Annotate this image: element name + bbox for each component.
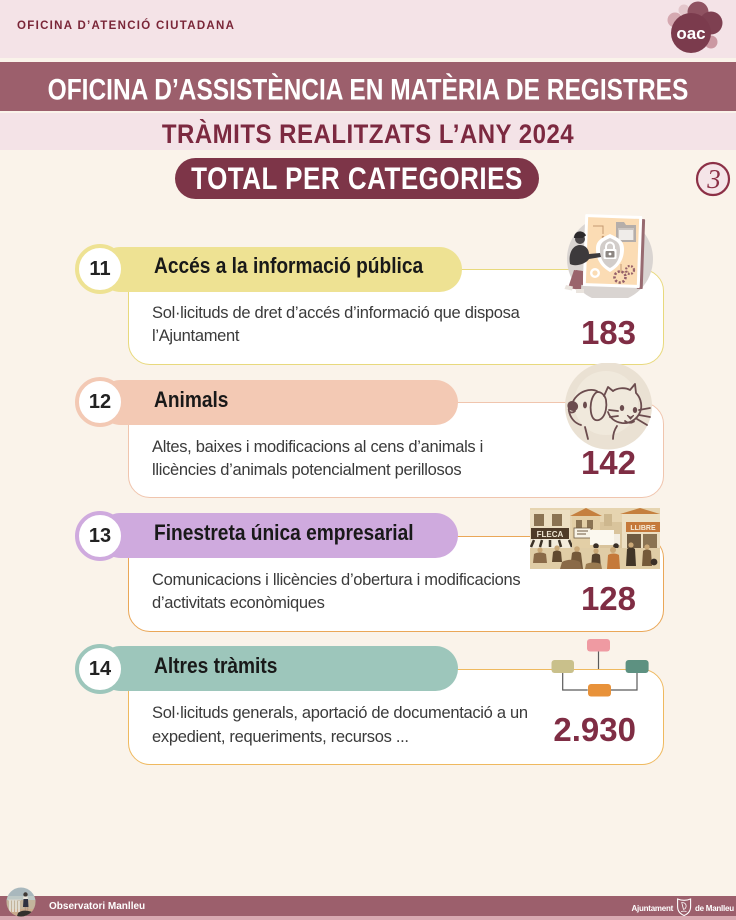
svg-text:FLECA: FLECA xyxy=(537,530,564,539)
svg-text:de Manlleu: de Manlleu xyxy=(695,904,734,913)
svg-text:Ajuntament: Ajuntament xyxy=(632,904,674,913)
svg-text:oac: oac xyxy=(676,24,705,43)
svg-text:3: 3 xyxy=(706,164,721,194)
svg-text:LLIBRE: LLIBRE xyxy=(630,525,656,532)
